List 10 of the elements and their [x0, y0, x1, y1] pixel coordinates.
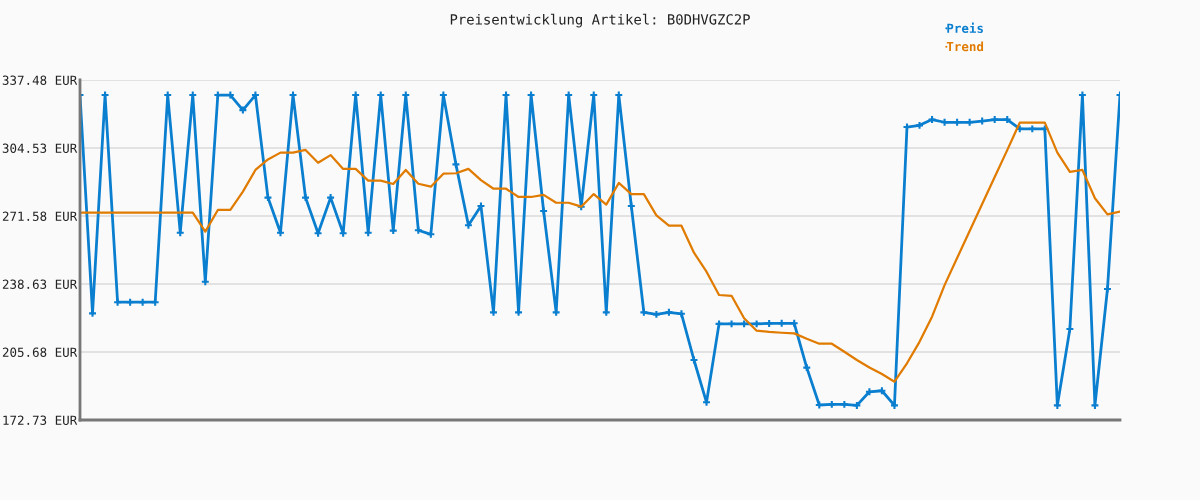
legend-label: Preis — [947, 22, 983, 33]
y-tick-label: 337.48 EUR — [2, 75, 78, 85]
y-tick-label: 205.68 EUR — [2, 347, 78, 357]
y-tick-label: 172.73 EUR — [3, 415, 78, 425]
legend-label: Trend — [946, 41, 984, 52]
y-tick-label: 271.58 EUR — [2, 211, 78, 221]
chart-title: Preisentwicklung Artikel: B0DHVGZC2P — [450, 13, 750, 28]
y-tick-label: 238.63 EUR — [2, 279, 78, 289]
line-series — [80, 121, 1120, 383]
y-tick-label: 304.53 EUR — [2, 143, 78, 153]
